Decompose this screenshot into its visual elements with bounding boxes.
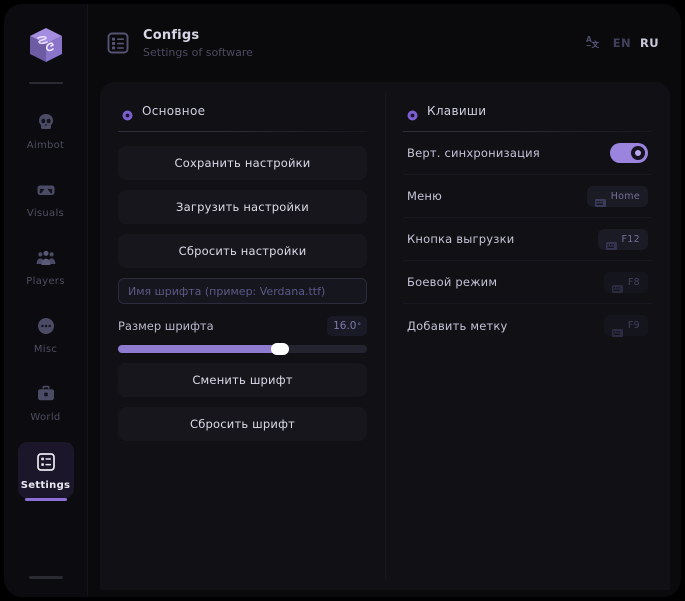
toolbox-icon bbox=[35, 383, 57, 405]
font-size-label: Размер шрифта bbox=[118, 319, 214, 333]
row-label: Меню bbox=[407, 189, 442, 203]
sidebar-nav: Aimbot Visuals bbox=[4, 102, 87, 510]
row-unload: Кнопка выгрузки F12 bbox=[403, 218, 652, 261]
vsync-toggle[interactable] bbox=[610, 143, 648, 163]
language-switcher: A 文 EN RU bbox=[586, 34, 659, 52]
panel-general: Основное Сохранить настройки Загрузить н… bbox=[100, 82, 385, 590]
row-label: Добавить метку bbox=[407, 318, 508, 333]
page-title: Configs bbox=[143, 27, 200, 43]
row-add-marker: Добавить метку F9 bbox=[403, 304, 652, 347]
row-menu: Меню Home bbox=[403, 175, 652, 218]
row-label: Боевой режим bbox=[407, 275, 498, 289]
combat-mode-key-badge[interactable]: F8 bbox=[603, 271, 648, 293]
keyboard-icon bbox=[611, 278, 623, 293]
sidebar-item-label: Settings bbox=[20, 480, 71, 491]
sidebar-item-label: Players bbox=[26, 276, 65, 287]
list-icon bbox=[35, 451, 57, 473]
key-value: F12 bbox=[621, 233, 640, 245]
dots-icon bbox=[35, 315, 57, 337]
row-vsync: Верт. синхронизация bbox=[403, 132, 652, 175]
font-size-slider-row: Размер шрифта 16.0 ° bbox=[118, 316, 367, 336]
key-value: Home bbox=[610, 190, 640, 202]
app-logo bbox=[23, 22, 69, 68]
toggle-knob bbox=[631, 146, 645, 160]
panel-keys-title: Клавиши bbox=[427, 104, 487, 118]
reset-settings-button[interactable]: Сбросить настройки bbox=[118, 234, 367, 268]
sidebar-bottom-indicator bbox=[28, 576, 63, 579]
sidebar-item-label: Visuals bbox=[26, 208, 65, 219]
panel-general-header: Основное bbox=[118, 104, 367, 120]
font-size-value: 16.0 ° bbox=[327, 316, 367, 336]
sidebar-divider bbox=[28, 82, 63, 84]
panel-divider bbox=[385, 92, 386, 580]
panel-keys: Клавиши Верт. синхронизация Меню Home Кн… bbox=[385, 82, 670, 590]
sidebar-item-players[interactable]: Players bbox=[18, 238, 74, 294]
sidebar-item-misc[interactable]: Misc bbox=[18, 306, 74, 362]
font-name-input[interactable] bbox=[118, 278, 367, 304]
sidebar-item-label: Misc bbox=[33, 344, 58, 355]
load-settings-button[interactable]: Загрузить настройки bbox=[118, 190, 367, 224]
header-left: Configs Settings of software bbox=[106, 28, 253, 59]
unload-key-badge[interactable]: F12 bbox=[597, 228, 648, 250]
menu-key-badge[interactable]: Home bbox=[586, 185, 648, 207]
row-label: Верт. синхронизация bbox=[407, 146, 540, 160]
key-value: F8 bbox=[627, 276, 640, 288]
row-label: Кнопка выгрузки bbox=[407, 232, 515, 246]
sidebar-item-visuals[interactable]: Visuals bbox=[18, 170, 74, 226]
page-subtitle: Settings of software bbox=[143, 45, 253, 59]
slider-fill bbox=[118, 345, 280, 353]
panel-keys-rule bbox=[403, 131, 652, 132]
translate-icon: A 文 bbox=[586, 34, 604, 52]
app-window: Aimbot Visuals bbox=[4, 4, 681, 597]
key-value: F9 bbox=[627, 320, 640, 331]
font-size-unit: ° bbox=[357, 322, 362, 330]
save-settings-button[interactable]: Сохранить настройки bbox=[118, 146, 367, 180]
sidebar: Aimbot Visuals bbox=[4, 4, 88, 597]
sidebar-item-settings[interactable]: Settings bbox=[17, 442, 74, 501]
panel-general-title: Основное bbox=[142, 104, 206, 118]
goggles-icon bbox=[35, 179, 57, 201]
change-font-button[interactable]: Сменить шрифт bbox=[118, 363, 367, 397]
add-marker-key-badge[interactable]: F9 bbox=[603, 315, 648, 337]
row-combat-mode: Боевой режим F8 bbox=[403, 261, 652, 304]
reset-font-button[interactable]: Сбросить шрифт bbox=[118, 407, 367, 441]
font-size-slider-block: Размер шрифта 16.0 ° bbox=[118, 316, 367, 355]
header: Configs Settings of software A 文 EN RU bbox=[88, 4, 681, 82]
gear-dot-icon bbox=[122, 106, 133, 120]
keyboard-icon bbox=[594, 192, 606, 207]
lang-option-ru[interactable]: RU bbox=[640, 36, 659, 50]
people-icon bbox=[35, 247, 57, 269]
slider-thumb[interactable] bbox=[270, 343, 289, 355]
sidebar-item-aimbot[interactable]: Aimbot bbox=[18, 102, 74, 158]
sidebar-item-world[interactable]: World bbox=[18, 374, 74, 430]
header-text-block: Configs Settings of software bbox=[143, 28, 253, 59]
configs-list-icon bbox=[106, 31, 130, 55]
keyboard-icon bbox=[611, 322, 623, 337]
svg-text:A: A bbox=[586, 35, 592, 44]
panel-keys-header: Клавиши bbox=[403, 104, 652, 120]
skull-icon bbox=[35, 111, 57, 133]
svg-text:文: 文 bbox=[591, 39, 599, 49]
content-area: Основное Сохранить настройки Загрузить н… bbox=[100, 82, 670, 590]
font-size-slider[interactable] bbox=[118, 343, 367, 355]
keyboard-icon bbox=[605, 235, 617, 250]
gear-dot-icon bbox=[407, 106, 418, 120]
lang-option-en[interactable]: EN bbox=[612, 36, 631, 50]
sidebar-item-label: World bbox=[30, 412, 61, 423]
sidebar-item-label: Aimbot bbox=[26, 140, 65, 151]
panel-general-rule bbox=[118, 131, 367, 132]
font-size-number: 16.0 bbox=[333, 320, 357, 332]
